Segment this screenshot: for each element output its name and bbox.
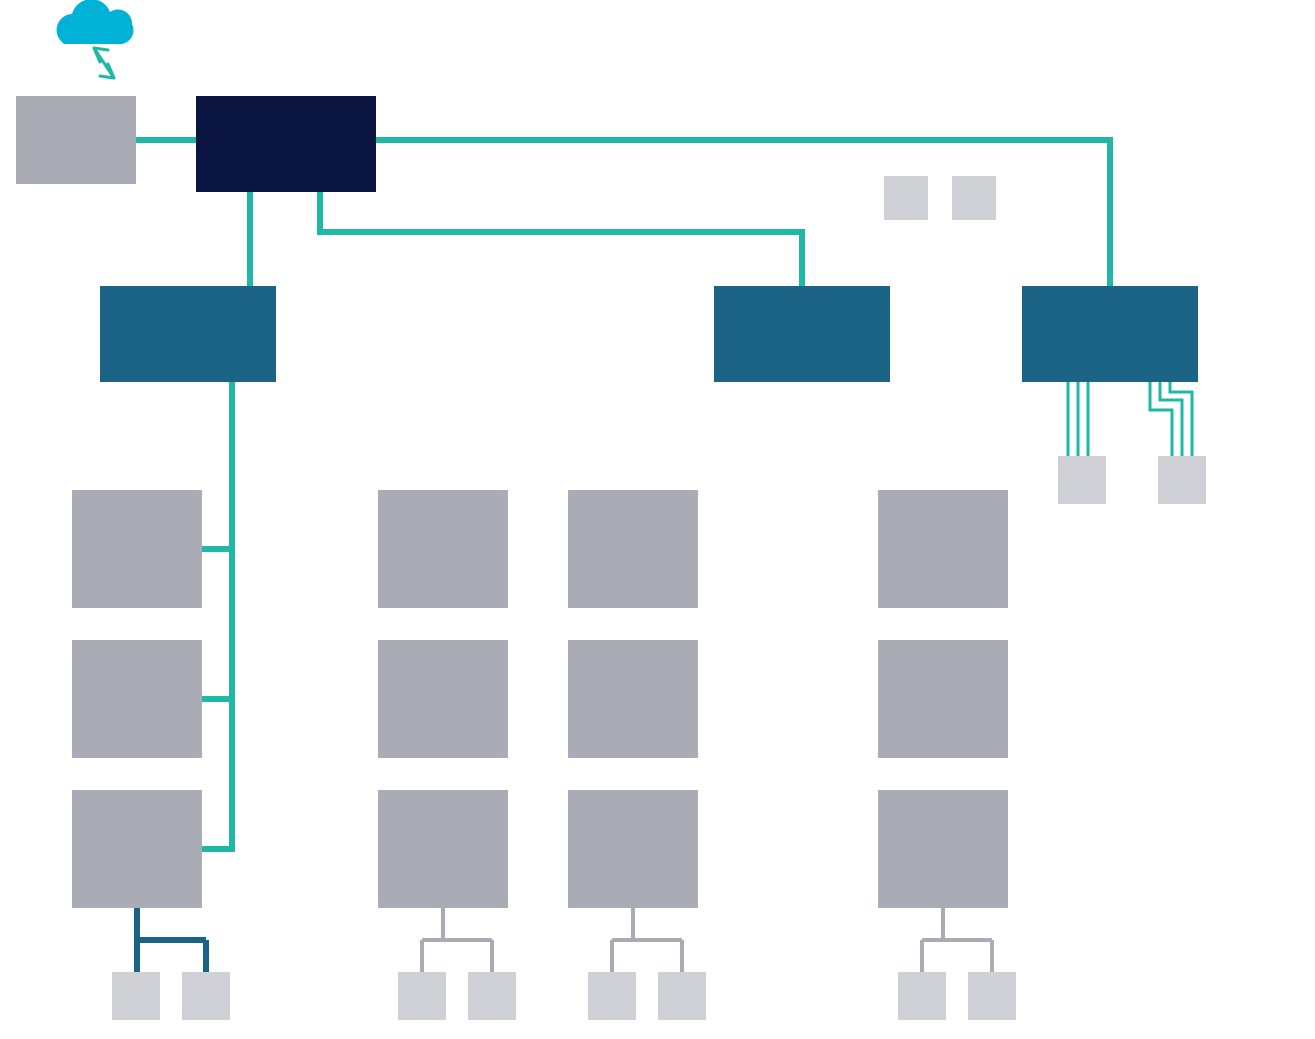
node-M2b (568, 640, 698, 758)
node-wan (16, 96, 136, 184)
node-M2a (378, 640, 508, 758)
node-M3ac1 (398, 972, 446, 1020)
node-M1b (568, 490, 698, 608)
node-A3c2 (182, 972, 230, 1020)
node-A2 (72, 640, 202, 758)
node-M3a (378, 790, 508, 908)
node-swB (714, 286, 890, 382)
node-Cc2 (1158, 456, 1206, 504)
node-R1 (878, 490, 1008, 608)
node-M1a (378, 490, 508, 608)
node-A3 (72, 790, 202, 908)
node-A3c1 (112, 972, 160, 1020)
node-chip1 (884, 176, 928, 220)
node-R3c1 (898, 972, 946, 1020)
node-swA (100, 286, 276, 382)
node-M3ac2 (468, 972, 516, 1020)
node-swC (1022, 286, 1198, 382)
network-diagram (0, 0, 1315, 1039)
node-M3bc2 (658, 972, 706, 1020)
node-core (196, 96, 376, 192)
node-M3b (568, 790, 698, 908)
node-M3bc1 (588, 972, 636, 1020)
node-R3 (878, 790, 1008, 908)
node-R2 (878, 640, 1008, 758)
node-Cc1 (1058, 456, 1106, 504)
node-R3c2 (968, 972, 1016, 1020)
node-A1 (72, 490, 202, 608)
node-chip2 (952, 176, 996, 220)
